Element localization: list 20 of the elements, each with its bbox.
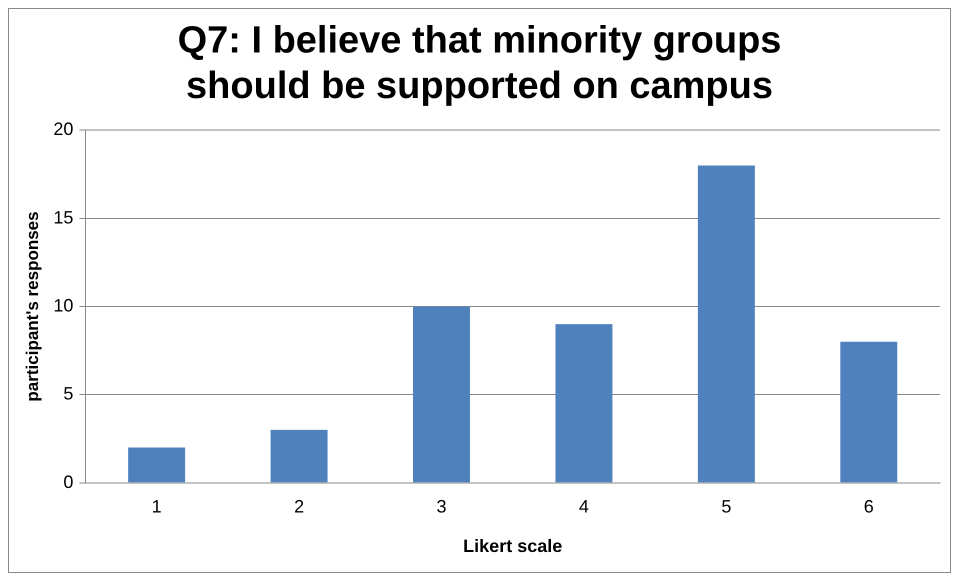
bar [128,448,186,482]
y-tick-label: 10 [53,295,74,316]
x-tick-label: 1 [152,496,162,517]
bar [840,342,898,482]
chart-title: Q7: I believe that minority groups should be supported on campus [178,19,782,107]
y-tick-label: 5 [63,384,74,404]
x-tick-label: 6 [864,496,874,517]
bar [698,165,755,482]
x-tick-label: 3 [436,496,447,517]
y-tick-label: 20 [53,119,74,140]
y-tick-label: 15 [53,207,74,228]
y-axis-title: participant's responses [22,211,42,402]
x-tick-label: 5 [721,496,732,517]
x-axis-title: Likert scale [463,536,562,556]
x-tick-label: 2 [294,496,304,517]
bar [555,324,612,482]
bar [270,430,328,482]
bar [413,306,470,482]
x-tick-label: 4 [578,496,589,517]
y-tick-label: 0 [63,472,74,492]
